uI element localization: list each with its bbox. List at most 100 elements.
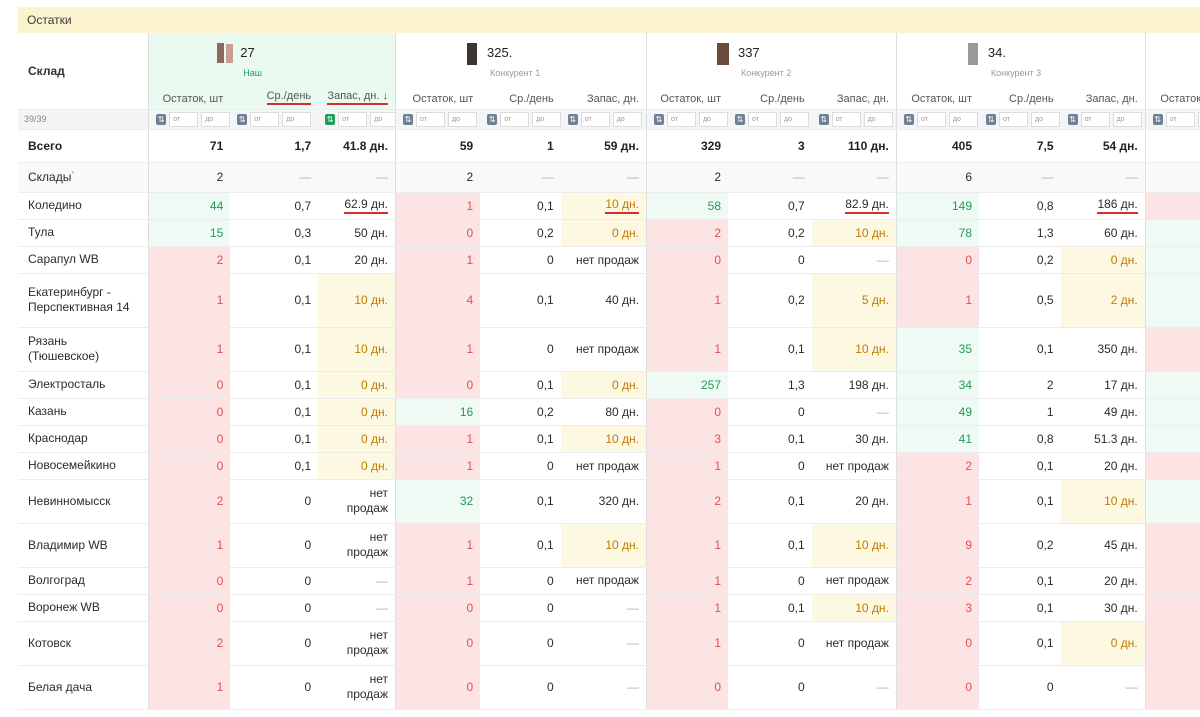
product-3-header[interactable]: 34. Конкурент 3 — [895, 33, 1146, 85]
filter-from-input[interactable]: от — [748, 112, 778, 127]
col-stock[interactable]: Остаток, шт — [395, 85, 481, 110]
col-reserve[interactable]: Запас, дн. ↓ — [318, 85, 396, 110]
col-reserve[interactable]: Запас, дн. — [560, 85, 647, 110]
filter-to-input[interactable]: до — [448, 112, 477, 127]
col-stock[interactable]: Остаток, шт — [645, 85, 729, 110]
filter-from-input[interactable]: от — [338, 112, 368, 127]
product-1-header[interactable]: 325. Конкурент 1 — [395, 33, 647, 85]
data-cell: 0 — [728, 665, 812, 710]
product-0-header[interactable]: 27 Наш — [148, 33, 396, 85]
cell-value: 0,2 — [537, 404, 554, 419]
data-cell: 2 — [645, 219, 729, 247]
sort-filter-icon[interactable]: ⇅ — [403, 114, 413, 125]
filter-to-input[interactable]: до — [863, 112, 893, 127]
data-cell: 320 дн. — [560, 479, 647, 524]
warehouse-name: Тула — [18, 219, 149, 247]
sort-filter-icon[interactable]: ⇅ — [156, 114, 167, 125]
filter-from-input[interactable]: от — [831, 112, 861, 127]
warehouses-cell: 2 — [395, 162, 481, 193]
filter-to-input[interactable]: до — [1112, 112, 1142, 127]
cell-value: 10 дн. — [1104, 494, 1138, 508]
cell-value: 0 — [798, 636, 805, 650]
filter-from-input[interactable]: от — [169, 112, 199, 127]
data-cell: 40 дн. — [560, 273, 647, 328]
cell-value: нет продаж — [825, 635, 889, 650]
col-stock[interactable]: Остаток, шт — [148, 85, 231, 110]
filter-to-input[interactable]: до — [370, 112, 396, 127]
filter-from-input[interactable]: от — [250, 112, 280, 127]
filter-to-input[interactable]: до — [780, 112, 810, 127]
data-cell: 0,1 — [230, 246, 319, 274]
cell-value: 1 — [466, 252, 474, 267]
sort-filter-icon[interactable]: ⇅ — [325, 114, 336, 125]
warehouses-cell: 6 — [895, 162, 979, 193]
cell-value: 0 — [547, 252, 554, 267]
sort-filter-icon[interactable]: ⇅ — [735, 114, 746, 125]
data-cell: 0 — [1144, 621, 1200, 666]
sort-filter-icon[interactable]: ⇅ — [1152, 114, 1163, 125]
filter-from-input[interactable]: от — [1165, 112, 1195, 127]
cell-value: 1,3 — [1036, 225, 1054, 240]
filter-to-input[interactable]: до — [698, 112, 728, 127]
cell-value: 0 — [466, 377, 474, 392]
data-cell: 2 — [148, 479, 231, 524]
cell-value: нет продаж — [346, 672, 388, 701]
cell-value: 0,1 — [294, 252, 312, 267]
cell-value: 1 — [714, 600, 722, 615]
filter-to-input[interactable]: до — [948, 112, 978, 127]
filter-to-input[interactable]: до — [532, 112, 561, 127]
cell-value: 0,1 — [294, 404, 312, 419]
col-avg[interactable]: Ср./день — [728, 85, 812, 110]
cell-value: 44 — [209, 198, 224, 213]
filter-to-input[interactable]: до — [282, 112, 312, 127]
filter-to-input[interactable]: до — [612, 112, 642, 127]
warehouse-name: Коледино — [18, 192, 149, 220]
data-cell: — — [560, 594, 647, 622]
cell-value: 0,7 — [294, 198, 312, 213]
sort-filter-icon[interactable]: ⇅ — [1067, 114, 1078, 125]
sort-filter-icon[interactable]: ⇅ — [818, 114, 829, 125]
total-cell: 54 дн. — [1060, 129, 1146, 163]
col-avg[interactable]: Ср./день — [480, 85, 561, 110]
filter-from-input[interactable]: от — [666, 112, 696, 127]
filter-to-input[interactable]: до — [1197, 112, 1200, 127]
data-cell: 20 дн. — [1060, 452, 1146, 480]
data-cell: нет продаж — [560, 452, 647, 480]
filter-to-input[interactable]: до — [201, 112, 231, 127]
data-cell: 1 — [645, 273, 729, 328]
product-4-header[interactable]: 3 — [1144, 33, 1200, 85]
product-sub: Конкурент 3 — [990, 68, 1042, 78]
sort-filter-icon[interactable]: ⇅ — [487, 114, 498, 125]
data-cell: 0,1 — [728, 594, 812, 622]
data-cell: — — [811, 665, 897, 710]
filter-from-input[interactable]: от — [500, 112, 530, 127]
sort-filter-icon[interactable]: ⇅ — [567, 114, 578, 125]
cell-value: 0,1 — [788, 538, 805, 552]
col-stock[interactable]: Остаток, шт — [895, 85, 979, 110]
data-cell: 44 — [148, 192, 231, 220]
data-cell: 0 — [728, 567, 812, 595]
cell-value: 0 — [216, 377, 224, 392]
filter-from-input[interactable]: от — [1080, 112, 1110, 127]
sort-filter-icon[interactable]: ⇅ — [653, 114, 664, 125]
col-avg[interactable]: Ср./день — [230, 85, 319, 110]
filter-from-input[interactable]: от — [916, 112, 946, 127]
data-cell: нет продаж — [318, 621, 396, 666]
cell-value: 80 дн. — [605, 404, 639, 419]
col-reserve[interactable]: Запас, дн. — [811, 85, 897, 110]
data-cell: 45 дн. — [1060, 523, 1146, 568]
filter-from-input[interactable]: от — [416, 112, 445, 127]
col-reserve[interactable]: Запас, дн. — [1060, 85, 1146, 110]
sort-filter-icon[interactable]: ⇅ — [903, 114, 914, 125]
product-2-header[interactable]: 337 Конкурент 2 — [645, 33, 897, 85]
col-avg[interactable]: Ср./день — [979, 85, 1061, 110]
filter-to-input[interactable]: до — [1031, 112, 1060, 127]
sort-filter-icon[interactable]: ⇅ — [986, 114, 996, 125]
filter-from-input[interactable]: от — [580, 112, 610, 127]
data-cell: 1 — [395, 452, 481, 480]
sort-filter-icon[interactable]: ⇅ — [237, 114, 248, 125]
col-stock[interactable]: Остаток, шт — [1144, 85, 1200, 110]
data-cell: 0,1 — [979, 567, 1061, 595]
filter-from-input[interactable]: от — [999, 112, 1028, 127]
